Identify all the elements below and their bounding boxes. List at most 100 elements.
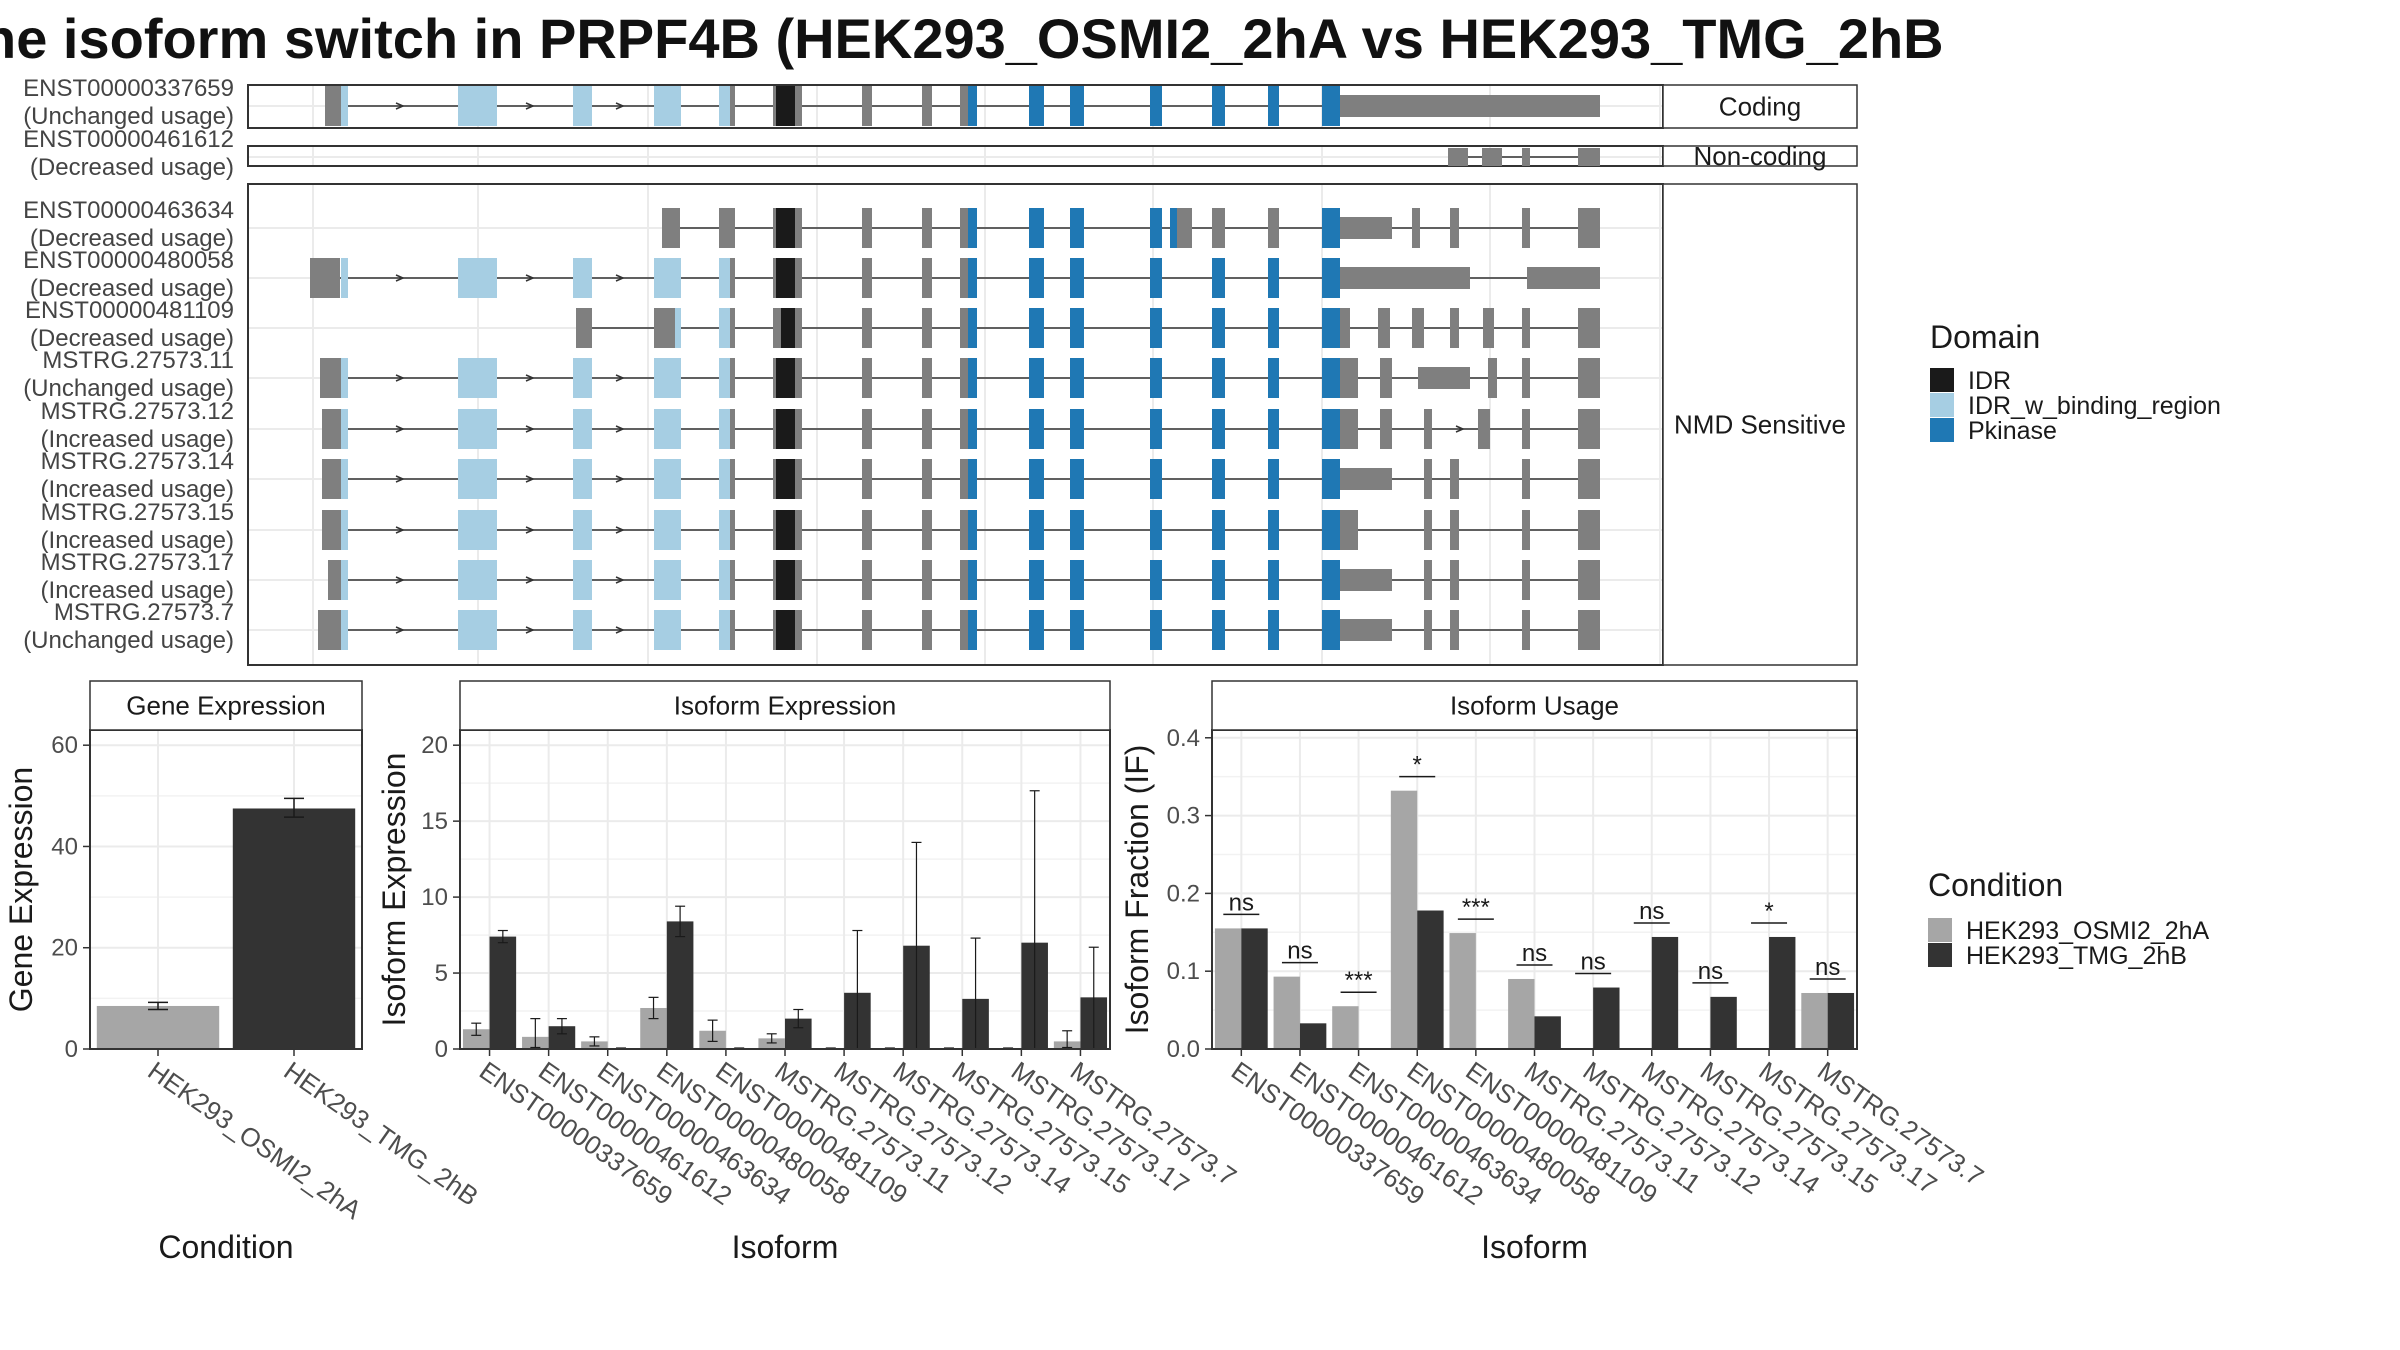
exon-segment <box>1482 148 1502 166</box>
exon-segment <box>1177 208 1192 248</box>
exon-segment <box>795 358 802 398</box>
significance-label: ns <box>1639 898 1664 925</box>
bar <box>1241 928 1268 1049</box>
exon-segment <box>1522 510 1530 550</box>
transcript-id-label: ENST00000481109 <box>25 297 234 324</box>
exon-segment <box>654 510 681 550</box>
facet-strip <box>1211 680 1858 731</box>
bar <box>462 1029 490 1049</box>
exon-segment <box>730 358 735 398</box>
exon-segment <box>960 358 968 398</box>
exon-segment <box>654 560 681 600</box>
exon-segment <box>862 258 872 298</box>
exon-segment <box>862 358 872 398</box>
bar <box>1710 996 1737 1049</box>
exon-segment <box>960 610 968 650</box>
exon-segment <box>922 308 932 348</box>
exon-segment <box>730 258 735 298</box>
exon-segment <box>573 459 592 499</box>
exon-segment <box>968 510 977 550</box>
exon-segment <box>960 510 968 550</box>
y-tick-label: 0 <box>65 1036 78 1063</box>
exon-segment <box>1212 258 1225 298</box>
exon-segment <box>1029 560 1044 600</box>
exon-segment <box>1322 208 1340 248</box>
transcript-usage-label: (Unchanged usage) <box>23 103 234 130</box>
y-tick-label: 15 <box>421 808 448 835</box>
exon-segment <box>1170 208 1177 248</box>
exon-segment <box>960 308 968 348</box>
facet-strip <box>89 680 363 731</box>
exon-segment <box>458 258 497 298</box>
exon-segment <box>1527 267 1600 289</box>
exon-segment <box>730 308 735 348</box>
strand-arrow <box>525 274 535 282</box>
y-tick-label: 0.0 <box>1167 1036 1200 1063</box>
transcript-id-label: MSTRG.27573.7 <box>54 599 234 626</box>
exon-segment <box>719 258 730 298</box>
significance-label: ns <box>1287 938 1312 965</box>
exon-segment <box>1070 258 1084 298</box>
exon-segment <box>1070 208 1084 248</box>
exon-segment <box>1450 208 1459 248</box>
significance-label: *** <box>1345 967 1373 994</box>
exon-segment <box>1522 409 1530 449</box>
exon-segment <box>1424 560 1432 600</box>
y-axis-title: Isoform Fraction (IF) <box>1119 745 1155 1035</box>
exon-segment <box>1268 409 1279 449</box>
exon-segment <box>862 409 872 449</box>
exon-segment <box>776 258 795 298</box>
exon-segment <box>1578 510 1600 550</box>
exon-segment <box>1070 409 1084 449</box>
y-tick-label: 0.3 <box>1167 803 1200 830</box>
strand-arrow <box>395 475 405 483</box>
bar <box>1534 1016 1561 1049</box>
condition-legend-key <box>1928 943 1952 967</box>
exon-segment <box>1522 208 1530 248</box>
exon-segment <box>795 459 802 499</box>
exon-segment <box>776 560 795 600</box>
exon-segment <box>1412 208 1420 248</box>
exon-segment <box>1322 308 1340 348</box>
exon-segment <box>1322 560 1340 600</box>
exon-segment <box>1212 358 1225 398</box>
strand-arrow <box>525 102 535 110</box>
significance-label: ns <box>1229 889 1254 916</box>
exon-segment <box>1340 510 1358 550</box>
exon-segment <box>1322 258 1340 298</box>
exon-segment <box>922 409 932 449</box>
exon-segment <box>1322 610 1340 650</box>
y-tick-label: 20 <box>421 732 448 759</box>
exon-segment <box>1070 510 1084 550</box>
facet-strip <box>459 680 1111 731</box>
exon-segment <box>1029 459 1044 499</box>
exon-segment <box>968 459 977 499</box>
exon-segment <box>341 409 348 449</box>
exon-segment <box>573 258 592 298</box>
exon-segment <box>719 308 730 348</box>
bar <box>1299 1023 1327 1049</box>
exon-segment <box>322 409 341 449</box>
strand-arrow <box>525 374 535 382</box>
exon-segment <box>1070 459 1084 499</box>
exon-segment <box>922 258 932 298</box>
exon-segment <box>1340 569 1392 591</box>
strand-arrow <box>615 626 625 634</box>
exon-segment <box>1029 610 1044 650</box>
strand-arrow <box>615 576 625 584</box>
exon-segment <box>1340 308 1350 348</box>
exon-segment <box>1212 510 1225 550</box>
exon-segment <box>1578 560 1600 600</box>
exon-segment <box>1448 148 1468 166</box>
strand-arrow <box>525 425 535 433</box>
exon-segment <box>1483 308 1494 348</box>
exon-segment <box>795 258 802 298</box>
exon-segment <box>1268 560 1279 600</box>
strand-arrow <box>615 526 625 534</box>
exon-segment <box>1418 367 1470 389</box>
exon-segment <box>968 610 977 650</box>
bar <box>1214 928 1242 1049</box>
exon-segment <box>654 409 681 449</box>
exon-segment <box>795 208 802 248</box>
